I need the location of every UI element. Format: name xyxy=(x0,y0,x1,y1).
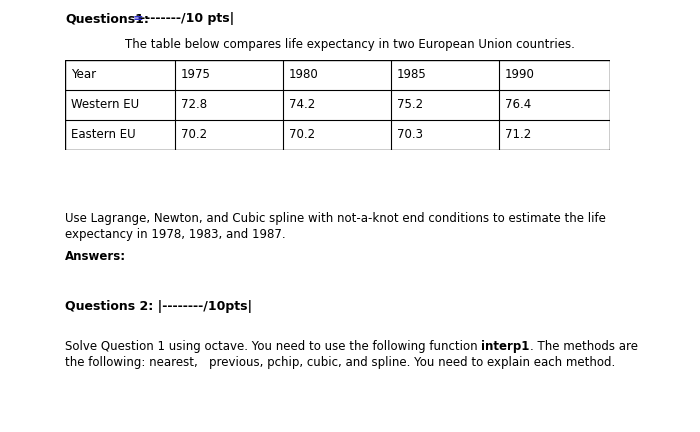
Text: 76.4: 76.4 xyxy=(505,98,531,111)
Text: Western EU: Western EU xyxy=(71,98,139,111)
Text: Year: Year xyxy=(71,69,96,82)
Text: expectancy in 1978, 1983, and 1987.: expectancy in 1978, 1983, and 1987. xyxy=(65,228,286,241)
Text: 70.2: 70.2 xyxy=(289,128,315,142)
Text: Solve Question 1 using octave. You need to use the following function: Solve Question 1 using octave. You need … xyxy=(65,340,482,353)
Text: Eastern EU: Eastern EU xyxy=(71,128,136,142)
Text: 70.3: 70.3 xyxy=(397,128,423,142)
Text: 1975: 1975 xyxy=(181,69,211,82)
Text: interp1: interp1 xyxy=(482,340,530,353)
Text: 72.8: 72.8 xyxy=(181,98,207,111)
Text: 75.2: 75.2 xyxy=(397,98,423,111)
Text: 74.2: 74.2 xyxy=(289,98,315,111)
Text: Questions1:: Questions1: xyxy=(65,12,149,25)
Text: . The methods are: . The methods are xyxy=(530,340,638,353)
Text: 70.2: 70.2 xyxy=(181,128,207,142)
Text: The table below compares life expectancy in two European Union countries.: The table below compares life expectancy… xyxy=(125,38,575,51)
Text: =: = xyxy=(133,12,144,25)
Text: 1980: 1980 xyxy=(289,69,318,82)
Text: 71.2: 71.2 xyxy=(505,128,531,142)
Text: the following: nearest,   previous, pchip, cubic, and spline. You need to explai: the following: nearest, previous, pchip,… xyxy=(65,356,615,369)
Text: 1990: 1990 xyxy=(505,69,535,82)
Text: Questions 2: |--------/10pts|: Questions 2: |--------/10pts| xyxy=(65,300,252,313)
Text: Use Lagrange, Newton, and Cubic spline with not-a-knot end conditions to estimat: Use Lagrange, Newton, and Cubic spline w… xyxy=(65,212,606,225)
Text: Answers:: Answers: xyxy=(65,250,126,263)
Text: --------/10 pts|: --------/10 pts| xyxy=(140,12,234,25)
Text: 1985: 1985 xyxy=(397,69,427,82)
